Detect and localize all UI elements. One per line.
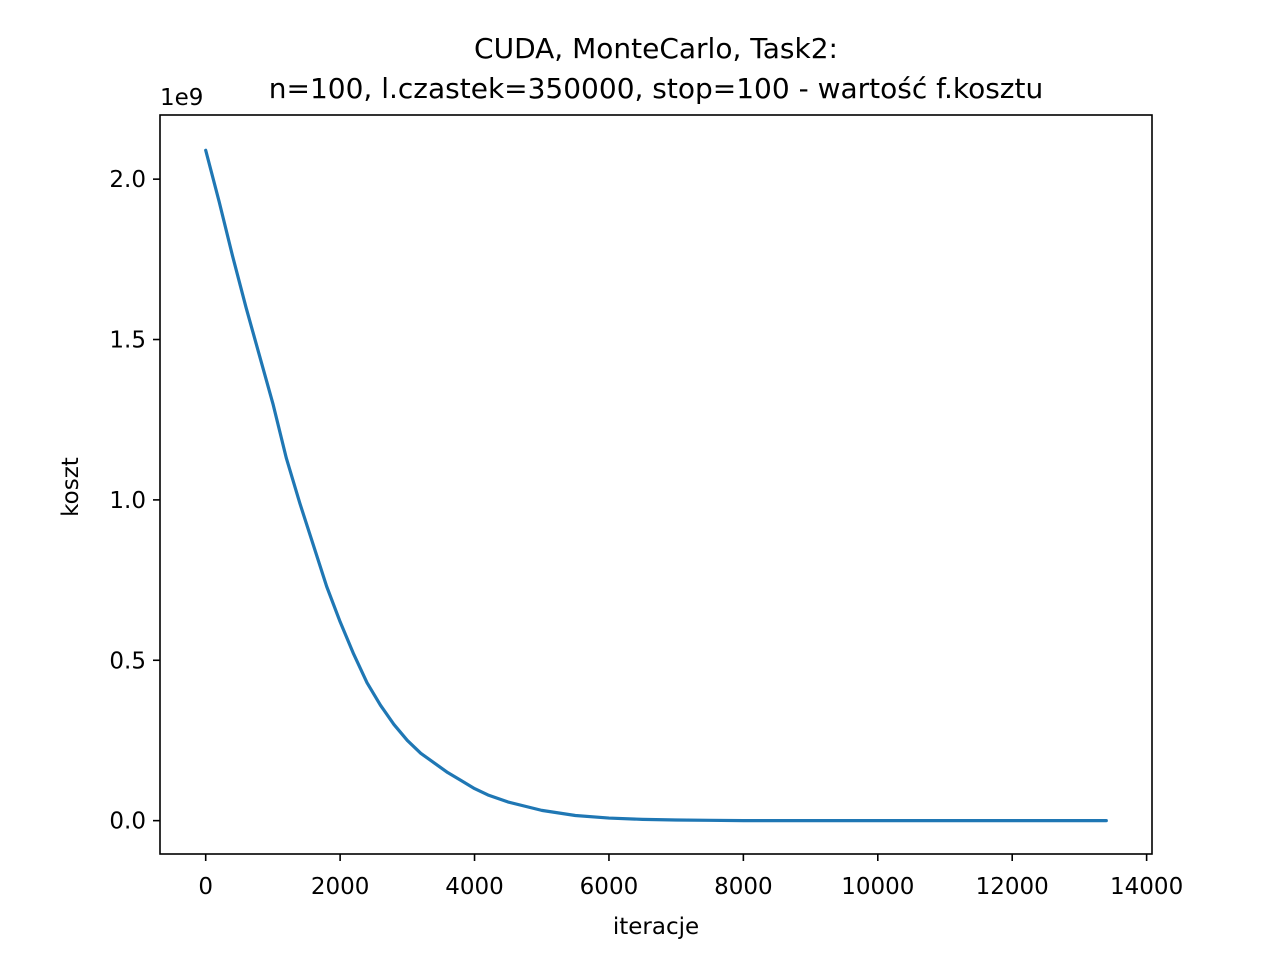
x-tick-label: 14000 <box>1110 874 1183 900</box>
chart-title-line2: n=100, l.czastek=350000, stop=100 - wart… <box>269 72 1043 105</box>
series-line <box>204 148 1108 823</box>
x-tick-label: 4000 <box>445 874 504 900</box>
y-offset-label: 1e9 <box>160 85 203 111</box>
y-tick-label: 0.5 <box>109 648 146 674</box>
plot-area <box>204 148 1108 823</box>
x-axis-label: iteracje <box>613 914 699 940</box>
x-tick-label: 10000 <box>841 874 914 900</box>
chart-title-line1: CUDA, MonteCarlo, Task2: <box>474 32 838 65</box>
y-tick-label: 2.0 <box>109 167 146 193</box>
y-tick-label: 0.0 <box>109 809 146 835</box>
axes-frame <box>159 114 1153 855</box>
x-tick-label: 8000 <box>714 874 773 900</box>
y-tick-label: 1.0 <box>109 488 146 514</box>
y-axis-label: koszt <box>58 457 84 517</box>
y-axis: 0.0 0.5 1.0 1.5 2.0 <box>109 167 160 835</box>
x-tick-label: 6000 <box>580 874 639 900</box>
y-tick-label: 1.5 <box>109 328 146 354</box>
x-tick-label: 0 <box>198 874 213 900</box>
x-tick-label: 12000 <box>976 874 1049 900</box>
x-axis: 0 2000 4000 6000 8000 10000 12000 14000 <box>198 854 1183 900</box>
x-tick-label: 2000 <box>311 874 370 900</box>
